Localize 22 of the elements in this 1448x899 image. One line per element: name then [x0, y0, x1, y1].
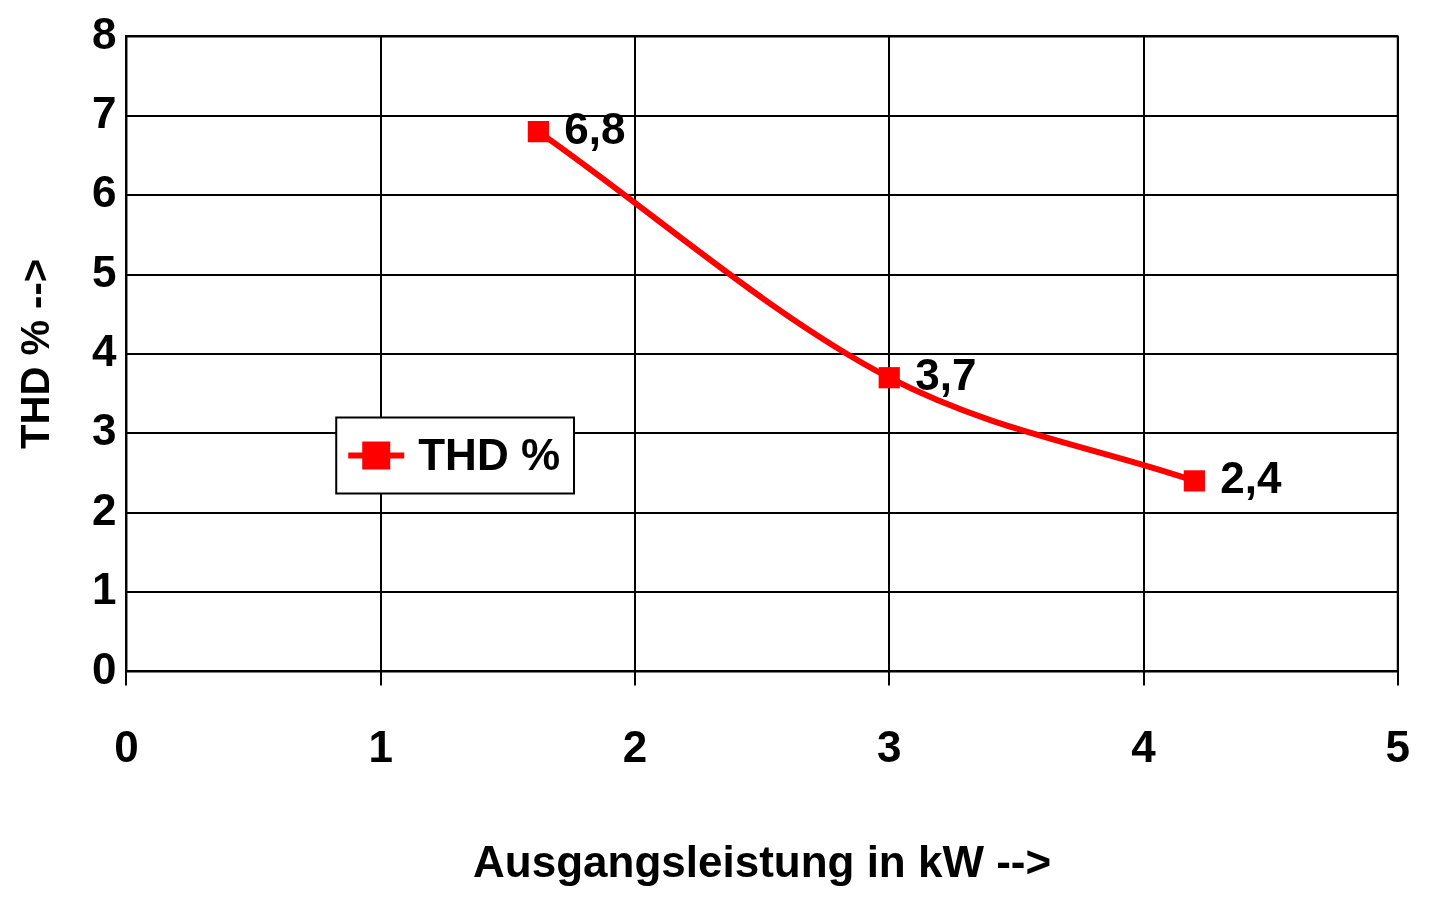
- legend-label: THD %: [418, 429, 561, 479]
- y-tick-label: 3: [91, 405, 117, 455]
- y-tick-label: 2: [91, 484, 117, 534]
- x-tick-label: 3: [877, 721, 902, 771]
- x-tick-label: 1: [368, 721, 393, 771]
- x-tick-label: 2: [622, 721, 648, 771]
- x-tick-label: 5: [1385, 721, 1411, 771]
- y-tick-label: 7: [91, 87, 117, 137]
- x-axis-title: Ausgangsleistung in kW -->: [473, 836, 1052, 886]
- y-tick-label: 5: [91, 246, 117, 296]
- y-tick-label: 6: [91, 167, 117, 217]
- y-tick-label: 4: [91, 326, 117, 376]
- point: [878, 367, 900, 389]
- y-tick-label: 1: [91, 564, 117, 614]
- y-axis-title: THD % -->: [13, 258, 58, 449]
- point: [527, 121, 549, 143]
- point: [1183, 470, 1205, 492]
- y-tick-label: 0: [91, 643, 117, 693]
- y-tick-label: 8: [91, 8, 117, 58]
- data-label: 2,4: [1220, 453, 1283, 503]
- data-label: 3,7: [915, 349, 977, 399]
- x-tick-label: 4: [1131, 721, 1157, 771]
